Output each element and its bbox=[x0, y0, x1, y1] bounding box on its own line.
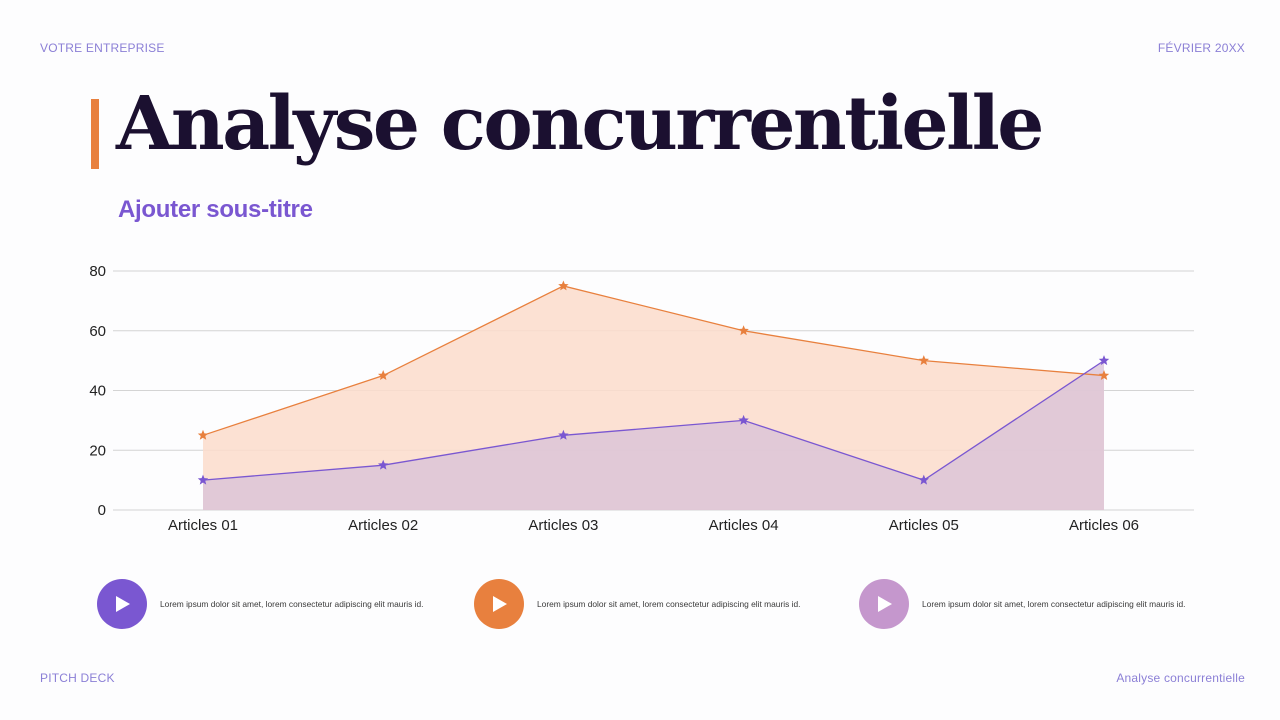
series-2-point bbox=[197, 474, 209, 485]
series-1-point bbox=[1098, 370, 1110, 381]
legend-text: Lorem ipsum dolor sit amet, lorem consec… bbox=[160, 599, 424, 609]
series-2-point bbox=[918, 474, 930, 485]
legend-text: Lorem ipsum dolor sit amet, lorem consec… bbox=[922, 599, 1186, 609]
series-2-area bbox=[203, 360, 1104, 510]
y-tick-label: 0 bbox=[98, 502, 106, 519]
y-tick-label: 40 bbox=[89, 383, 106, 400]
footer-deck-label: PITCH DECK bbox=[40, 671, 115, 685]
play-button-orange[interactable] bbox=[474, 579, 524, 629]
legend-item-1: Lorem ipsum dolor sit amet, lorem consec… bbox=[97, 579, 423, 629]
play-icon bbox=[116, 596, 130, 612]
date-label: FÉVRIER 20XX bbox=[1157, 41, 1245, 55]
series-2-point bbox=[558, 429, 569, 440]
play-button-purple[interactable] bbox=[97, 579, 147, 629]
x-tick-label: Articles 02 bbox=[348, 517, 418, 534]
series-1-point bbox=[738, 325, 749, 336]
series-2-point bbox=[1098, 355, 1110, 366]
series-1-point bbox=[558, 280, 569, 291]
x-tick-label: Articles 05 bbox=[889, 517, 959, 534]
y-tick-label: 60 bbox=[89, 323, 106, 340]
play-button-lilac[interactable] bbox=[859, 579, 909, 629]
series-1-line bbox=[202, 285, 1105, 436]
series-1-area bbox=[203, 285, 1104, 510]
series-2-line bbox=[202, 360, 1105, 481]
y-tick-label: 20 bbox=[89, 442, 106, 459]
play-icon bbox=[493, 596, 507, 612]
company-name: VOTRE ENTREPRISE bbox=[40, 41, 165, 55]
play-icon bbox=[878, 596, 892, 612]
legend-text: Lorem ipsum dolor sit amet, lorem consec… bbox=[537, 599, 801, 609]
series-1-point bbox=[377, 370, 389, 381]
y-tick-label: 80 bbox=[89, 263, 106, 280]
x-tick-label: Articles 03 bbox=[528, 517, 598, 534]
series-2-point bbox=[377, 459, 389, 470]
x-tick-label: Articles 04 bbox=[709, 517, 779, 534]
legend-item-3: Lorem ipsum dolor sit amet, lorem consec… bbox=[859, 579, 1185, 629]
title-accent-bar bbox=[91, 99, 99, 169]
series-1-point bbox=[197, 429, 209, 440]
slide-title: Analyse concurrentielle bbox=[116, 81, 1044, 167]
footer-title-label: Analyse concurrentielle bbox=[1116, 671, 1245, 685]
area-chart: 0 20 40 60 80 Articles 01 Articles 02 Articles … bbox=[89, 263, 1194, 534]
series-1-point bbox=[918, 355, 930, 366]
x-tick-label: Articles 06 bbox=[1069, 517, 1139, 534]
x-tick-label: Articles 01 bbox=[168, 517, 238, 534]
legend-item-2: Lorem ipsum dolor sit amet, lorem consec… bbox=[474, 579, 800, 629]
series-2-point bbox=[738, 414, 749, 425]
slide-subtitle: Ajouter sous-titre bbox=[118, 196, 313, 223]
